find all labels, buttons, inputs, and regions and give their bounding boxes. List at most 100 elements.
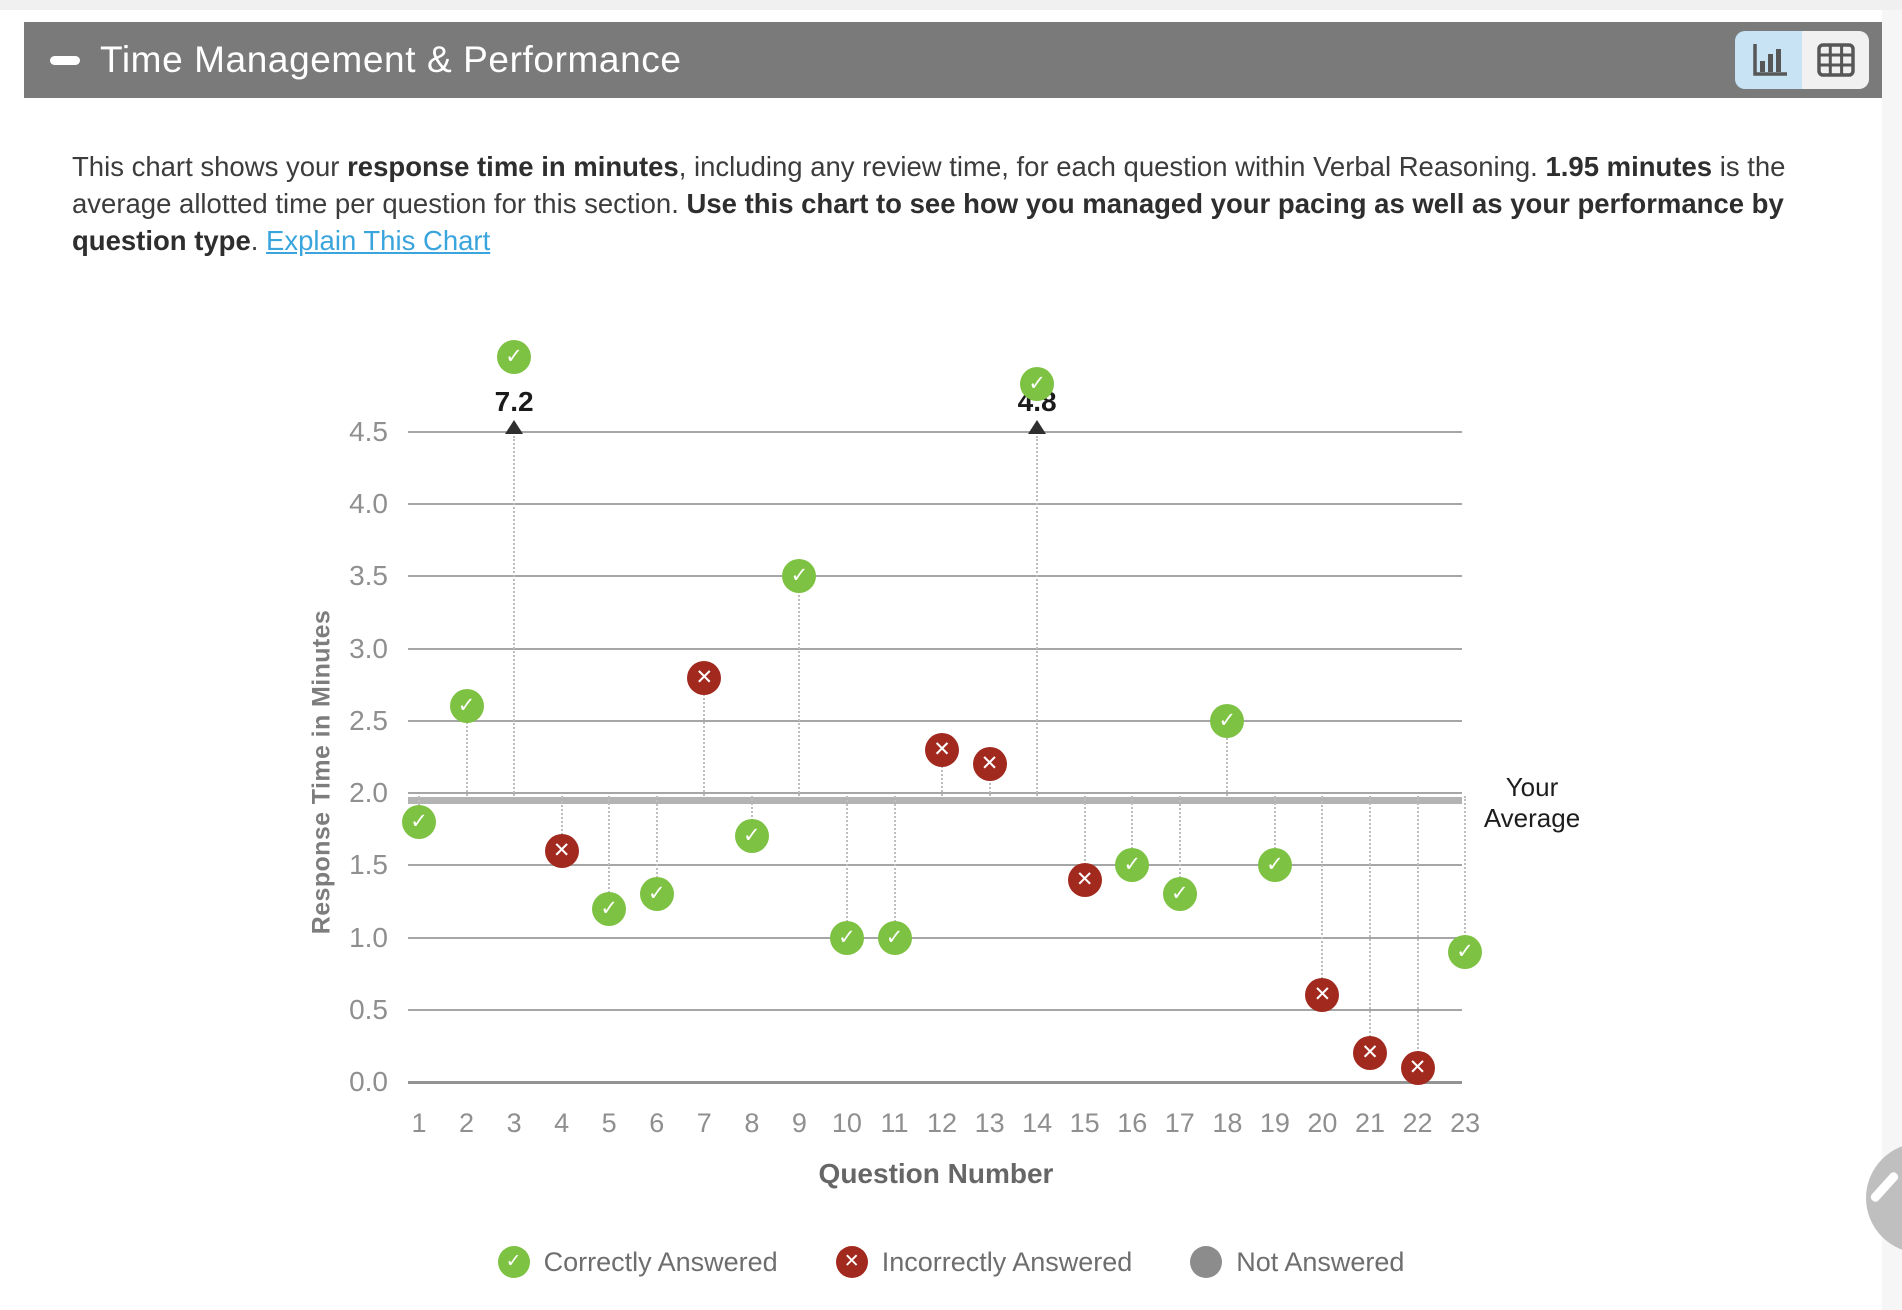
section-title: Time Management & Performance: [100, 39, 682, 80]
gridline-y-0.0: [408, 1081, 1462, 1084]
point-stem-q19: [1273, 796, 1276, 858]
data-point-q23: ✓: [1448, 935, 1483, 969]
average-line-label: Your Average: [1483, 772, 1581, 834]
collapse-section-icon[interactable]: [50, 55, 80, 65]
point-stem-q4: [560, 796, 563, 843]
point-stem-q18: [1226, 720, 1229, 797]
data-point-q11: ✓: [877, 920, 912, 955]
x-tick-label: 9: [791, 1108, 807, 1138]
data-point-q19: ✓: [1257, 848, 1292, 883]
description-segment: This chart shows your: [72, 151, 348, 182]
x-tick-label: 19: [1259, 1108, 1290, 1138]
description-segment: is the average allotted time per questio…: [72, 151, 1786, 219]
table-grid-icon: [1816, 43, 1855, 77]
legend-item-correct: ✓ Correctly Answered: [497, 1246, 778, 1278]
point-stem-q17: [1178, 796, 1181, 887]
x-tick-label: 22: [1402, 1108, 1433, 1138]
description-bold-segment: response time in minutes: [347, 151, 679, 182]
chart-description: This chart shows your response time in m…: [72, 148, 1862, 259]
description-bold-segment: Use this chart to see how you managed yo…: [72, 188, 1784, 256]
x-tick-label: 17: [1164, 1108, 1195, 1138]
check-icon: ✓: [497, 1246, 530, 1278]
x-tick-label: 21: [1354, 1108, 1386, 1138]
x-tick-label: 20: [1307, 1108, 1338, 1138]
point-stem-q15: [1083, 796, 1086, 872]
data-point-q8: ✓: [734, 819, 769, 854]
point-stem-q22: [1416, 796, 1419, 1060]
description-bold-segment: 1.95 minutes: [1545, 151, 1713, 182]
data-point-q13: ✕: [972, 747, 1007, 782]
y-tick-label: 4.5: [349, 416, 388, 447]
x-tick-label: 2: [459, 1108, 475, 1138]
chart-legend: ✓ Correctly Answered ✕ Incorrectly Answered…: [0, 1246, 1902, 1278]
data-point-q16: ✓: [1115, 848, 1150, 883]
data-point-q7: ✕: [687, 660, 722, 695]
data-point-q1: ✓: [402, 805, 436, 839]
legend-item-not_answered: Not Answered: [1190, 1246, 1404, 1278]
x-tick-label: 7: [696, 1108, 712, 1138]
y-tick-label: 0.5: [349, 993, 388, 1025]
description-text: This chart shows your response time in m…: [72, 151, 1785, 256]
x-tick-label: 12: [927, 1108, 958, 1138]
x-axis-title: Question Number: [818, 1158, 1054, 1189]
gridline-y-2.5: [408, 719, 1462, 722]
point-stem-q10: [845, 796, 848, 930]
page-top-strip: [0, 0, 1902, 10]
y-tick-label: 0.0: [349, 1066, 388, 1097]
data-point-q2: ✓: [449, 689, 484, 724]
x-tick-label: 4: [554, 1108, 570, 1138]
data-point-q4: ✕: [544, 833, 579, 868]
data-point-q15: ✕: [1067, 862, 1102, 897]
y-tick-label: 1.5: [349, 849, 388, 881]
legend-label: Incorrectly Answered: [881, 1246, 1133, 1277]
table-view-button[interactable]: [1802, 31, 1869, 89]
overflow-value-label: 7.2: [494, 386, 534, 417]
x-tick-label: 10: [831, 1108, 862, 1138]
pencil-icon: [1869, 1170, 1900, 1204]
legend-label: Correctly Answered: [543, 1246, 778, 1277]
chart-view-button[interactable]: [1735, 31, 1802, 89]
x-tick-label: 15: [1069, 1108, 1100, 1138]
y-tick-label: 4.0: [349, 488, 388, 520]
gridline-y-2.0: [408, 792, 1462, 795]
data-point-q21: ✕: [1353, 1036, 1387, 1071]
point-stem-q14: [1036, 436, 1039, 797]
point-stem-q8: [750, 796, 753, 829]
y-tick-label: 2.0: [349, 777, 388, 809]
y-tick-label: 1.0: [349, 921, 388, 953]
view-toggle-group: [1735, 31, 1869, 89]
x-tick-label: 23: [1450, 1108, 1481, 1138]
data-point-q10: ✓: [829, 920, 864, 955]
data-point-q5: ✓: [592, 891, 627, 926]
point-stem-q21: [1369, 796, 1371, 1046]
data-point-q12: ✕: [925, 732, 960, 767]
data-point-q6: ✓: [639, 877, 674, 912]
gridline-y-4.0: [408, 503, 1462, 506]
data-point-q20: ✕: [1305, 978, 1340, 1013]
point-stem-q7: [703, 677, 706, 797]
description-segment: , including any review time, for each qu…: [678, 151, 1546, 182]
x-tick-label: 3: [506, 1108, 522, 1138]
x-icon: ✕: [835, 1246, 868, 1278]
point-stem-q23: [1464, 796, 1467, 944]
data-point-q18: ✓: [1210, 703, 1245, 738]
point-stem-q6: [655, 796, 658, 887]
circle-icon: [1190, 1246, 1223, 1278]
data-point-q3: ✓: [497, 340, 532, 375]
section-header[interactable]: Time Management & Performance: [24, 22, 1882, 98]
point-stem-q9: [798, 576, 801, 797]
y-tick-label: 2.5: [349, 704, 388, 736]
explain-chart-link[interactable]: Explain This Chart: [266, 225, 491, 256]
data-point-q14: ✓: [1020, 366, 1055, 401]
point-stem-q2: [465, 706, 468, 797]
gridline-y-3.0: [408, 647, 1462, 650]
point-stem-q20: [1321, 796, 1324, 988]
x-tick-label: 11: [880, 1108, 909, 1138]
legend-label: Not Answered: [1236, 1246, 1405, 1277]
bar-chart-icon: [1752, 44, 1787, 76]
gridline-y-3.5: [408, 575, 1462, 578]
average-line: [408, 797, 1462, 805]
gridline-y-1.0: [408, 936, 1462, 939]
